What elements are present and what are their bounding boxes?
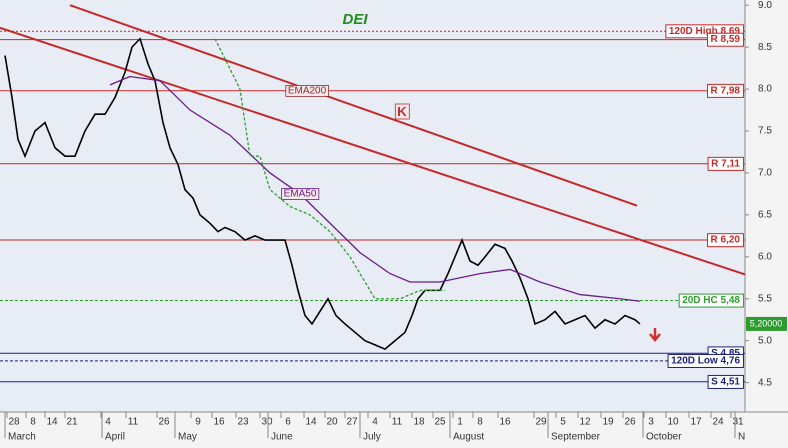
y-tick-label: 5.0 — [758, 335, 772, 346]
chart-title: DEI — [342, 11, 368, 28]
series-line — [109, 75, 641, 302]
annotation-box — [281, 188, 320, 200]
y-tick-label: 6.5 — [758, 210, 772, 221]
x-tick-label: 25 — [434, 417, 446, 428]
level-label-box — [667, 353, 744, 368]
month-label: July — [363, 432, 381, 443]
level-label: S 4,85 — [711, 348, 740, 359]
trendline — [69, 4, 638, 207]
series-line — [4, 37, 641, 351]
series-line — [214, 38, 445, 300]
level-label: R 8,59 — [711, 34, 741, 45]
trendline — [0, 26, 746, 276]
x-tick-label: 5 — [560, 417, 566, 428]
y-tick-label: 4.5 — [758, 377, 772, 388]
y-tick-label: 8.0 — [758, 84, 772, 95]
down-arrow — [649, 328, 661, 342]
x-tick-label: 24 — [712, 417, 724, 428]
x-tick-label: 4 — [105, 417, 111, 428]
y-axis-area — [745, 0, 788, 412]
x-tick-label: 19 — [602, 417, 614, 428]
x-tick-label: 11 — [392, 417, 403, 428]
y-tick-label: 5.5 — [758, 293, 772, 304]
x-tick-label: 18 — [413, 417, 425, 428]
level-label-box — [707, 83, 744, 98]
level-label: 120D High 8,69 — [669, 26, 741, 37]
x-tick-label: 6 — [285, 417, 291, 428]
annotation: EMA200 — [288, 85, 327, 96]
level-label-box — [707, 233, 744, 248]
month-label: April — [105, 432, 125, 443]
annotation: EMA50 — [284, 189, 317, 200]
level-label-box — [678, 293, 744, 308]
x-tick-label: 21 — [66, 417, 78, 428]
x-tick-label: 14 — [46, 417, 58, 428]
annotation: K — [397, 104, 407, 119]
y-tick-label: 8.5 — [758, 42, 772, 53]
x-tick-label: 12 — [579, 417, 591, 428]
level-label-box — [707, 374, 744, 389]
y-tick-label: 7.5 — [758, 126, 772, 137]
annotation-box — [285, 84, 330, 97]
level-label-box — [707, 156, 744, 171]
x-tick-label: 17 — [690, 417, 702, 428]
y-tick-label: 7.0 — [758, 168, 772, 179]
month-label: October — [646, 432, 682, 443]
x-tick-label: 29 — [535, 417, 547, 428]
last-price-label: 5,20000 — [750, 318, 783, 328]
level-label: R 7,98 — [711, 85, 741, 96]
x-tick-label: 28 — [8, 417, 20, 428]
x-tick-label: 27 — [346, 417, 358, 428]
month-label: August — [453, 432, 484, 443]
month-label: N — [738, 432, 745, 443]
month-label: May — [178, 432, 197, 443]
level-label: R 7,11 — [711, 158, 740, 169]
x-tick-label: 31 — [732, 417, 744, 428]
x-tick-label: 3 — [648, 417, 654, 428]
month-label: March — [8, 432, 36, 443]
x-axis-area — [0, 412, 788, 448]
last-price-box — [746, 316, 787, 331]
x-tick-label: 16 — [213, 417, 225, 428]
level-label: R 6,20 — [711, 235, 741, 246]
x-tick-label: 14 — [305, 417, 317, 428]
x-tick-label: 30 — [261, 417, 273, 428]
x-tick-label: 26 — [624, 417, 636, 428]
x-tick-label: 26 — [158, 417, 170, 428]
x-tick-label: 1 — [457, 417, 463, 428]
y-tick-label: 6.0 — [758, 251, 772, 262]
level-label: S 4,51 — [711, 376, 740, 387]
x-tick-label: 11 — [128, 417, 139, 428]
x-tick-label: 20 — [326, 417, 338, 428]
x-tick-label: 4 — [372, 417, 378, 428]
annotation-box — [394, 103, 410, 120]
x-tick-label: 23 — [237, 417, 249, 428]
x-tick-label: 10 — [667, 417, 679, 428]
level-label-box — [707, 32, 744, 47]
level-label: 120D Low 4,76 — [671, 355, 740, 366]
month-label: June — [271, 432, 293, 443]
level-label: 20D HC 5,48 — [682, 295, 740, 306]
month-label: September — [551, 432, 601, 443]
x-tick-label: 8 — [30, 417, 36, 428]
plot-area — [0, 0, 745, 412]
x-tick-label: 16 — [499, 417, 511, 428]
x-tick-label: 8 — [477, 417, 483, 428]
y-tick-label: 9.0 — [758, 0, 772, 11]
x-tick-label: 9 — [195, 417, 201, 428]
